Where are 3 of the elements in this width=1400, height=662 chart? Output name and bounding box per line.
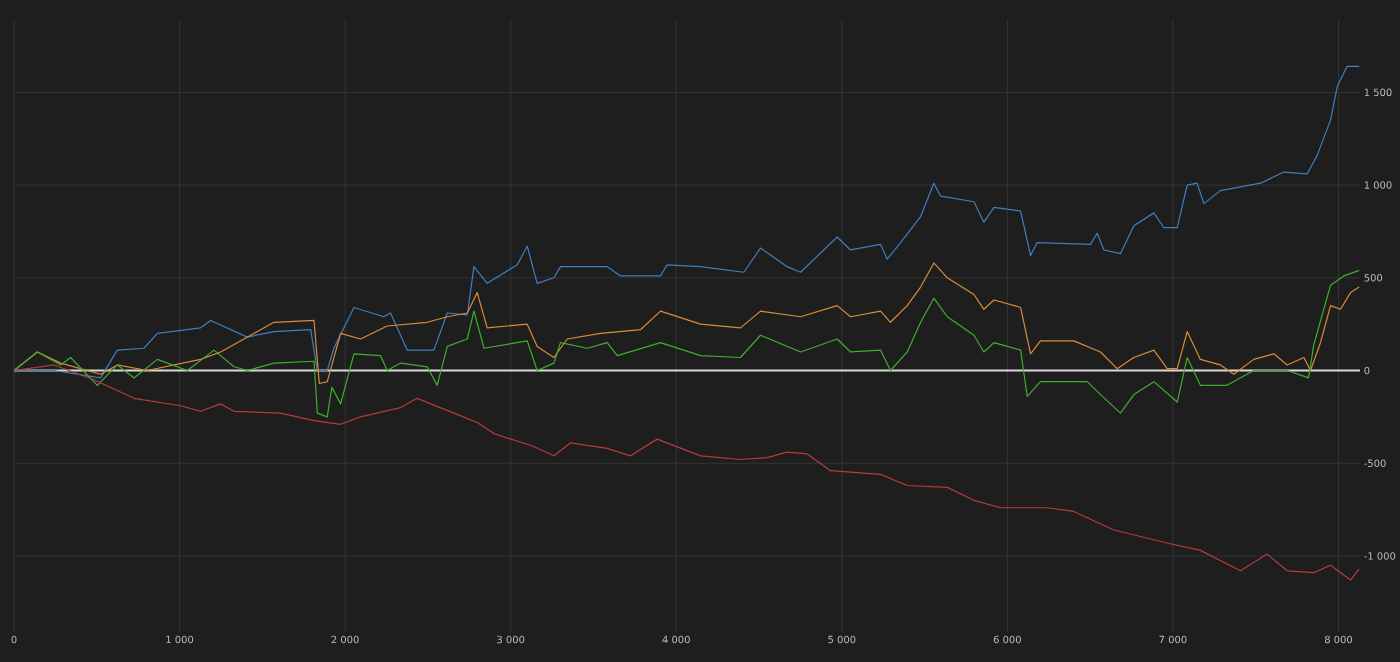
- line-series: [14, 364, 1360, 581]
- line-series: [14, 269, 1360, 418]
- line-series: [14, 65, 1360, 379]
